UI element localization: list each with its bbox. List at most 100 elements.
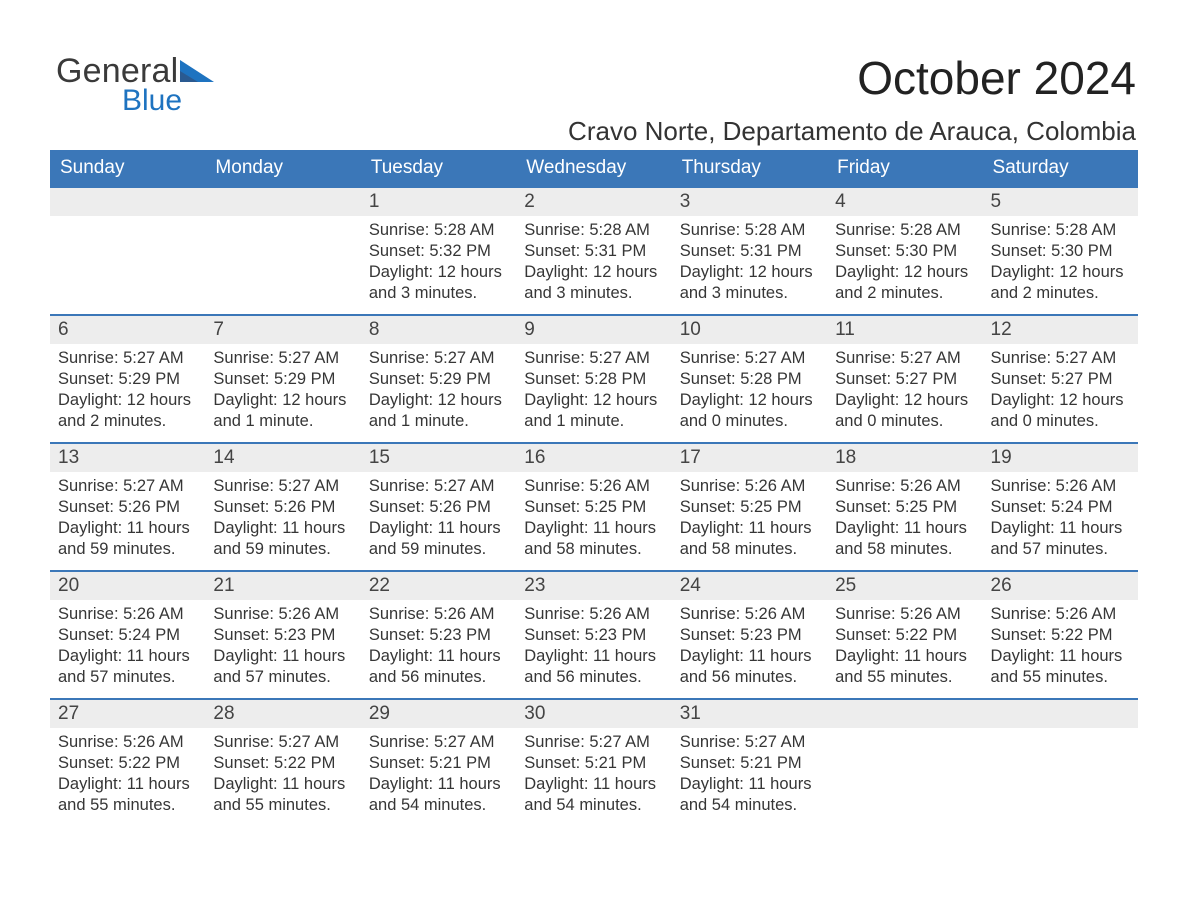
day-dl2: and 59 minutes. <box>213 539 352 560</box>
day-dl1: Daylight: 12 hours <box>524 390 663 411</box>
day-sunset: Sunset: 5:23 PM <box>369 625 508 646</box>
day-dl2: and 55 minutes. <box>835 667 974 688</box>
day-dl1: Daylight: 11 hours <box>58 774 197 795</box>
day-header: Saturday <box>983 150 1138 188</box>
day-info: Sunrise: 5:27 AMSunset: 5:21 PMDaylight:… <box>516 728 671 822</box>
calendar-day: 1Sunrise: 5:28 AMSunset: 5:32 PMDaylight… <box>361 188 516 314</box>
day-dl2: and 2 minutes. <box>58 411 197 432</box>
day-info: Sunrise: 5:26 AMSunset: 5:25 PMDaylight:… <box>672 472 827 566</box>
day-dl2: and 0 minutes. <box>835 411 974 432</box>
day-info: Sunrise: 5:27 AMSunset: 5:26 PMDaylight:… <box>361 472 516 566</box>
day-info: Sunrise: 5:27 AMSunset: 5:26 PMDaylight:… <box>50 472 205 566</box>
day-sunrise: Sunrise: 5:27 AM <box>58 476 197 497</box>
day-number: 3 <box>672 188 827 216</box>
day-number: 27 <box>50 700 205 728</box>
day-sunrise: Sunrise: 5:28 AM <box>369 220 508 241</box>
day-number: 18 <box>827 444 982 472</box>
day-sunset: Sunset: 5:23 PM <box>213 625 352 646</box>
title-location: Cravo Norte, Departamento de Arauca, Col… <box>568 116 1136 147</box>
day-number: 1 <box>361 188 516 216</box>
day-sunset: Sunset: 5:31 PM <box>524 241 663 262</box>
day-dl2: and 1 minute. <box>213 411 352 432</box>
day-number: 29 <box>361 700 516 728</box>
calendar-day: 10Sunrise: 5:27 AMSunset: 5:28 PMDayligh… <box>672 316 827 442</box>
day-dl2: and 3 minutes. <box>680 283 819 304</box>
day-number: 5 <box>983 188 1138 216</box>
day-dl1: Daylight: 12 hours <box>835 262 974 283</box>
day-dl1: Daylight: 11 hours <box>524 646 663 667</box>
day-sunrise: Sunrise: 5:26 AM <box>524 476 663 497</box>
day-header: Tuesday <box>361 150 516 188</box>
day-info: Sunrise: 5:26 AMSunset: 5:23 PMDaylight:… <box>516 600 671 694</box>
day-dl1: Daylight: 11 hours <box>58 646 197 667</box>
day-sunset: Sunset: 5:30 PM <box>991 241 1130 262</box>
calendar-day: 27Sunrise: 5:26 AMSunset: 5:22 PMDayligh… <box>50 700 205 822</box>
page-header: General Blue October 2024 Cravo Norte, D… <box>50 36 1138 146</box>
day-dl2: and 54 minutes. <box>369 795 508 816</box>
title-block: October 2024 Cravo Norte, Departamento d… <box>568 54 1136 147</box>
day-info: Sunrise: 5:27 AMSunset: 5:21 PMDaylight:… <box>672 728 827 822</box>
day-sunrise: Sunrise: 5:27 AM <box>369 476 508 497</box>
day-info: Sunrise: 5:26 AMSunset: 5:22 PMDaylight:… <box>983 600 1138 694</box>
day-sunrise: Sunrise: 5:28 AM <box>680 220 819 241</box>
calendar-week: 20Sunrise: 5:26 AMSunset: 5:24 PMDayligh… <box>50 570 1138 698</box>
day-dl2: and 58 minutes. <box>524 539 663 560</box>
day-number <box>983 700 1138 728</box>
calendar-day <box>205 188 360 314</box>
day-header: Friday <box>827 150 982 188</box>
day-dl1: Daylight: 12 hours <box>680 262 819 283</box>
day-dl1: Daylight: 11 hours <box>680 518 819 539</box>
day-number: 9 <box>516 316 671 344</box>
day-dl1: Daylight: 12 hours <box>835 390 974 411</box>
day-sunset: Sunset: 5:23 PM <box>524 625 663 646</box>
day-dl2: and 57 minutes. <box>991 539 1130 560</box>
day-info: Sunrise: 5:26 AMSunset: 5:24 PMDaylight:… <box>50 600 205 694</box>
day-number <box>50 188 205 216</box>
day-sunrise: Sunrise: 5:26 AM <box>524 604 663 625</box>
day-number: 30 <box>516 700 671 728</box>
day-sunset: Sunset: 5:26 PM <box>58 497 197 518</box>
day-sunset: Sunset: 5:21 PM <box>680 753 819 774</box>
calendar-day: 29Sunrise: 5:27 AMSunset: 5:21 PMDayligh… <box>361 700 516 822</box>
day-dl1: Daylight: 11 hours <box>680 646 819 667</box>
day-dl2: and 55 minutes. <box>213 795 352 816</box>
day-info: Sunrise: 5:27 AMSunset: 5:21 PMDaylight:… <box>361 728 516 822</box>
calendar-day <box>983 700 1138 822</box>
day-info: Sunrise: 5:28 AMSunset: 5:32 PMDaylight:… <box>361 216 516 310</box>
day-sunset: Sunset: 5:22 PM <box>991 625 1130 646</box>
day-dl1: Daylight: 11 hours <box>58 518 197 539</box>
calendar-day <box>827 700 982 822</box>
day-dl2: and 54 minutes. <box>524 795 663 816</box>
day-number: 8 <box>361 316 516 344</box>
day-info: Sunrise: 5:26 AMSunset: 5:23 PMDaylight:… <box>672 600 827 694</box>
day-number: 15 <box>361 444 516 472</box>
day-dl1: Daylight: 11 hours <box>835 518 974 539</box>
day-sunrise: Sunrise: 5:27 AM <box>680 348 819 369</box>
day-dl2: and 0 minutes. <box>991 411 1130 432</box>
calendar-day: 3 Sunrise: 5:28 AMSunset: 5:31 PMDaylight… <box>672 188 827 314</box>
day-sunrise: Sunrise: 5:26 AM <box>369 604 508 625</box>
day-sunset: Sunset: 5:26 PM <box>369 497 508 518</box>
day-number <box>827 700 982 728</box>
calendar-day: 6Sunrise: 5:27 AMSunset: 5:29 PMDaylight… <box>50 316 205 442</box>
day-sunset: Sunset: 5:24 PM <box>991 497 1130 518</box>
day-info: Sunrise: 5:27 AMSunset: 5:29 PMDaylight:… <box>50 344 205 438</box>
day-sunrise: Sunrise: 5:26 AM <box>58 732 197 753</box>
day-info: Sunrise: 5:26 AMSunset: 5:25 PMDaylight:… <box>827 472 982 566</box>
day-sunset: Sunset: 5:31 PM <box>680 241 819 262</box>
calendar-day: 25Sunrise: 5:26 AMSunset: 5:22 PMDayligh… <box>827 572 982 698</box>
day-dl1: Daylight: 11 hours <box>369 646 508 667</box>
day-dl1: Daylight: 11 hours <box>991 646 1130 667</box>
calendar-day: 5Sunrise: 5:28 AMSunset: 5:30 PMDaylight… <box>983 188 1138 314</box>
day-sunrise: Sunrise: 5:27 AM <box>213 732 352 753</box>
day-number: 13 <box>50 444 205 472</box>
calendar-day: 19Sunrise: 5:26 AMSunset: 5:24 PMDayligh… <box>983 444 1138 570</box>
day-dl2: and 55 minutes. <box>991 667 1130 688</box>
day-sunset: Sunset: 5:27 PM <box>835 369 974 390</box>
day-dl1: Daylight: 11 hours <box>835 646 974 667</box>
day-dl2: and 2 minutes. <box>991 283 1130 304</box>
day-sunset: Sunset: 5:21 PM <box>524 753 663 774</box>
day-info: Sunrise: 5:27 AMSunset: 5:29 PMDaylight:… <box>361 344 516 438</box>
day-dl2: and 59 minutes. <box>58 539 197 560</box>
day-dl2: and 57 minutes. <box>213 667 352 688</box>
